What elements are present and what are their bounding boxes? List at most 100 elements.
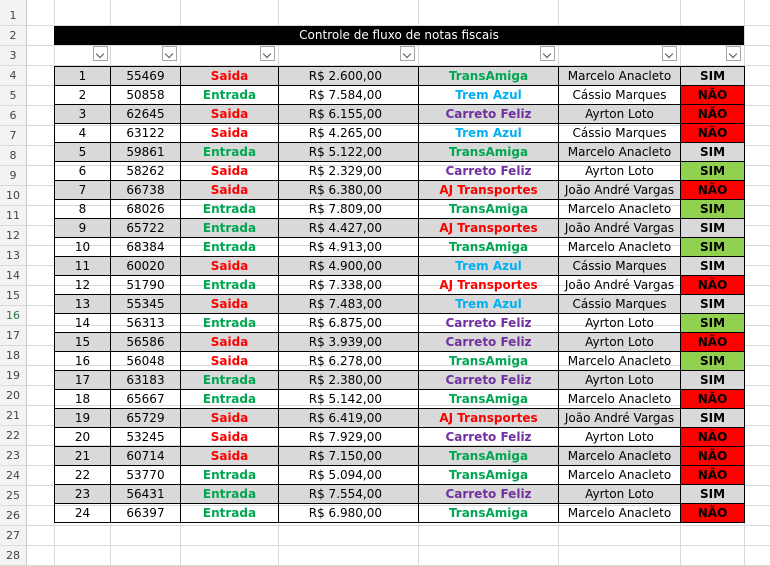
row-number[interactable]: 23 [6,449,20,462]
cell-responsible[interactable]: Marcelo Anacleto [558,503,681,523]
cell-type[interactable]: Entrada [180,389,279,409]
cell-invoice-number[interactable]: 68026 [110,199,181,219]
cell-carrier[interactable]: TransAmiga [418,465,559,485]
cell-status[interactable]: NÃO [680,427,745,447]
cell-invoice-number[interactable]: 56048 [110,351,181,371]
cell-id[interactable]: 21 [54,446,111,466]
cell-type[interactable]: Entrada [180,275,279,295]
cell-invoice-number[interactable]: 68384 [110,237,181,257]
cell-type[interactable]: Saida [180,123,279,143]
cell-id[interactable]: 3 [54,104,111,124]
cell-carrier[interactable]: Trem Azul [418,123,559,143]
cell-responsible[interactable]: Cássio Marques [558,123,681,143]
cell-invoice-number[interactable]: 56586 [110,332,181,352]
cell-responsible[interactable]: Ayrton Loto [558,313,681,333]
cell-status[interactable]: SIM [680,161,745,181]
row-number[interactable]: 27 [6,529,20,542]
row-number[interactable]: 3 [9,49,17,62]
row-number[interactable]: 8 [9,149,17,162]
cell-id[interactable]: 11 [54,256,111,276]
cell-value[interactable]: R$ 7.150,00 [278,446,419,466]
cell-carrier[interactable]: AJ Transportes [418,218,559,238]
cell-invoice-number[interactable]: 66738 [110,180,181,200]
cell-value[interactable]: R$ 6.155,00 [278,104,419,124]
cell-id[interactable]: 23 [54,484,111,504]
cell-responsible[interactable]: Marcelo Anacleto [558,66,681,86]
cell-invoice-number[interactable]: 55469 [110,66,181,86]
cell-type[interactable]: Entrada [180,313,279,333]
cell-type[interactable]: Entrada [180,484,279,504]
cell-type[interactable]: Entrada [180,503,279,523]
cell-type[interactable]: Saida [180,427,279,447]
cell-responsible[interactable]: Marcelo Anacleto [558,351,681,371]
cell-carrier[interactable]: TransAmiga [418,389,559,409]
cell-carrier[interactable]: Carreto Feliz [418,104,559,124]
cell-id[interactable]: 10 [54,237,111,257]
cell-id[interactable]: 22 [54,465,111,485]
row-number[interactable]: 1 [9,9,17,22]
cell-status[interactable]: NÃO [680,389,745,409]
cell-carrier[interactable]: Carreto Feliz [418,161,559,181]
row-number[interactable]: 24 [6,469,20,482]
cell-responsible[interactable]: Ayrton Loto [558,484,681,504]
cell-carrier[interactable]: Trem Azul [418,294,559,314]
cell-responsible[interactable]: Marcelo Anacleto [558,465,681,485]
row-number[interactable]: 17 [6,329,20,342]
cell-status[interactable]: NÃO [680,503,745,523]
cell-responsible[interactable]: Ayrton Loto [558,332,681,352]
cell-value[interactable]: R$ 6.875,00 [278,313,419,333]
cell-carrier[interactable]: Carreto Feliz [418,427,559,447]
cell-invoice-number[interactable]: 59861 [110,142,181,162]
row-number[interactable]: 2 [9,29,17,42]
cell-responsible[interactable]: João André Vargas [558,275,681,295]
cell-status[interactable]: NÃO [680,104,745,124]
filter-dropdown-icon[interactable] [726,46,741,61]
filter-dropdown-icon[interactable] [540,46,555,61]
cell-type[interactable]: Saida [180,104,279,124]
cell-status[interactable]: NÃO [680,332,745,352]
cell-value[interactable]: R$ 7.338,00 [278,275,419,295]
cell-id[interactable]: 15 [54,332,111,352]
cell-invoice-number[interactable]: 53770 [110,465,181,485]
row-number[interactable]: 26 [6,509,20,522]
row-number[interactable]: 28 [6,549,20,562]
cell-id[interactable]: 17 [54,370,111,390]
cell-value[interactable]: R$ 7.929,00 [278,427,419,447]
row-number[interactable]: 12 [6,229,20,242]
cell-id[interactable]: 12 [54,275,111,295]
cell-carrier[interactable]: Carreto Feliz [418,484,559,504]
cell-status[interactable]: SIM [680,294,745,314]
cell-carrier[interactable]: Carreto Feliz [418,313,559,333]
cell-id[interactable]: 2 [54,85,111,105]
cell-carrier[interactable]: TransAmiga [418,199,559,219]
cell-value[interactable]: R$ 7.483,00 [278,294,419,314]
cell-carrier[interactable]: Trem Azul [418,256,559,276]
cell-invoice-number[interactable]: 56431 [110,484,181,504]
cell-type[interactable]: Entrada [180,237,279,257]
cell-invoice-number[interactable]: 50858 [110,85,181,105]
cell-status[interactable]: NÃO [680,465,745,485]
cell-value[interactable]: R$ 7.584,00 [278,85,419,105]
filter-dropdown-icon[interactable] [260,46,275,61]
cell-invoice-number[interactable]: 60714 [110,446,181,466]
cell-carrier[interactable]: TransAmiga [418,142,559,162]
cell-id[interactable]: 1 [54,66,111,86]
cell-responsible[interactable]: Cássio Marques [558,294,681,314]
cell-id[interactable]: 20 [54,427,111,447]
cell-invoice-number[interactable]: 65667 [110,389,181,409]
cell-responsible[interactable]: Cássio Marques [558,85,681,105]
cell-invoice-number[interactable]: 60020 [110,256,181,276]
filter-dropdown-icon[interactable] [662,46,677,61]
cell-id[interactable]: 16 [54,351,111,371]
cell-carrier[interactable]: TransAmiga [418,503,559,523]
cell-type[interactable]: Saida [180,446,279,466]
cell-status[interactable]: SIM [680,256,745,276]
cell-invoice-number[interactable]: 65729 [110,408,181,428]
cell-type[interactable]: Saida [180,180,279,200]
cell-responsible[interactable]: Marcelo Anacleto [558,446,681,466]
cell-type[interactable]: Entrada [180,199,279,219]
row-number[interactable]: 11 [6,209,20,222]
cell-invoice-number[interactable]: 65722 [110,218,181,238]
cell-invoice-number[interactable]: 55345 [110,294,181,314]
